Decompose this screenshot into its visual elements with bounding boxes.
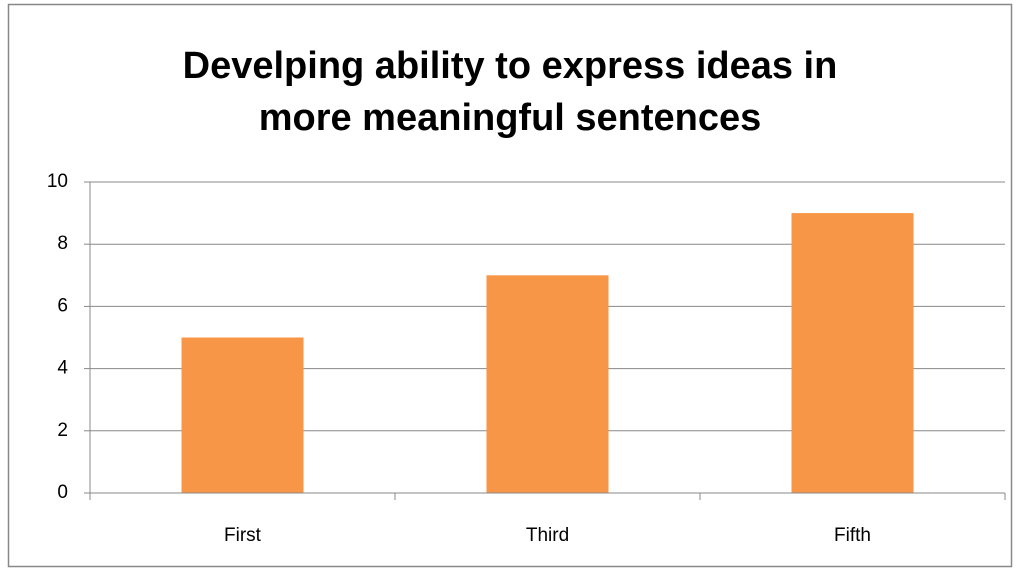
y-tick-label: 2 xyxy=(57,420,68,441)
y-tick-label: 10 xyxy=(47,171,68,192)
x-tick-label: Fifth xyxy=(834,525,871,546)
y-tick-label: 4 xyxy=(57,358,68,379)
bar xyxy=(791,213,914,493)
bar xyxy=(181,337,304,493)
chart-title: Develping ability to express ideas in mo… xyxy=(182,45,838,139)
y-tick-label: 6 xyxy=(57,295,68,316)
y-tick-label: 0 xyxy=(57,482,68,503)
y-tick-label: 8 xyxy=(57,233,68,254)
x-tick-label: First xyxy=(224,525,262,546)
x-tick-label: Third xyxy=(526,525,569,546)
bar xyxy=(486,275,609,493)
